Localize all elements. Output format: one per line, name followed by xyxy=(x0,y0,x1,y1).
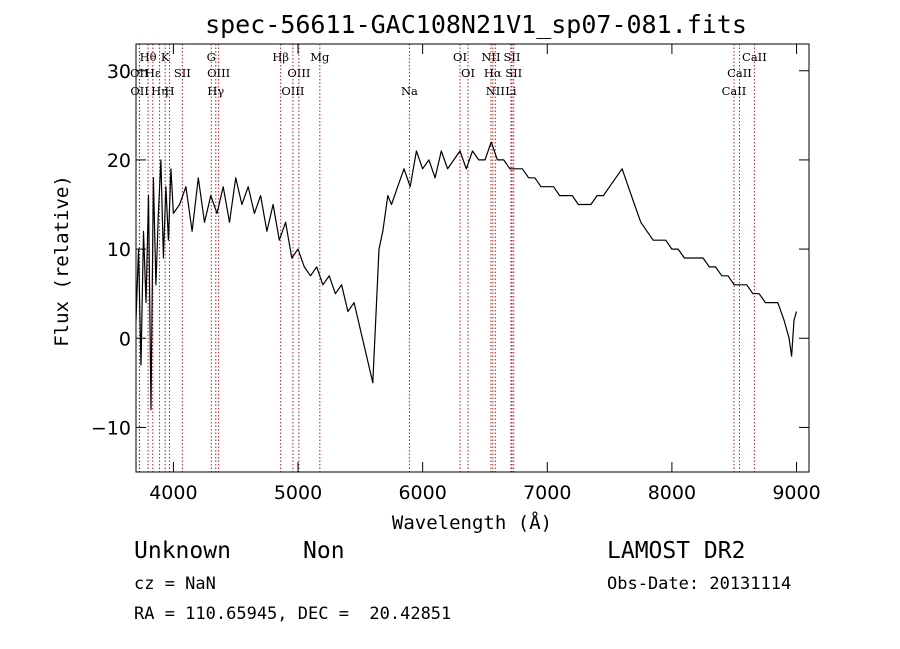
y-tick-label: 10 xyxy=(107,239,131,261)
x-tick-label: 8000 xyxy=(648,482,696,504)
line-label: OII xyxy=(130,84,149,98)
line-label: Na xyxy=(401,84,418,98)
x-tick-label: 9000 xyxy=(772,482,820,504)
spectral-subclass: Non xyxy=(303,538,345,564)
line-label: Mg xyxy=(310,50,330,64)
line-label: OI xyxy=(453,50,467,64)
line-label: Hβ xyxy=(272,50,289,64)
x-tick-label: 5000 xyxy=(274,482,322,504)
survey-name: LAMOST DR2 xyxy=(607,538,746,564)
line-label: Hθ xyxy=(140,50,157,64)
chart-title: spec-56611-GAC108N21V1_sp07-081.fits xyxy=(205,10,747,39)
line-label: NII xyxy=(481,50,500,64)
x-tick-label: 6000 xyxy=(398,482,446,504)
line-label: Li xyxy=(505,84,517,98)
y-axis-label: Flux (relative) xyxy=(51,175,73,347)
spectral-class: Unknown xyxy=(134,538,231,564)
emission-line-labels: HθOIIOIIHεHηKHSIIGOIIIHγHβOIIIOIIIMgNaOI… xyxy=(130,50,767,98)
y-tick-label: −10 xyxy=(91,417,131,439)
line-label: OI xyxy=(461,66,475,80)
x-tick-label: 4000 xyxy=(149,482,197,504)
redshift-value: cz = NaN xyxy=(134,574,216,594)
line-label: H xyxy=(165,84,175,98)
line-label: G xyxy=(207,50,216,64)
observation-date: Obs-Date: 20131114 xyxy=(607,574,792,594)
line-label: OIII xyxy=(207,66,230,80)
line-label: SII xyxy=(504,50,521,64)
line-label: OIII xyxy=(281,84,304,98)
line-label: Hη xyxy=(151,84,168,98)
line-label: OII xyxy=(130,66,149,80)
y-tick-label: 30 xyxy=(107,61,131,83)
line-label: NII xyxy=(486,84,505,98)
line-label: SII xyxy=(174,66,191,80)
spectrum-series xyxy=(135,141,798,411)
line-label: CaII xyxy=(742,50,767,64)
x-tick-label: 7000 xyxy=(523,482,571,504)
axis-ticks: 4000 5000 6000 7000 8000 9000 −10 0 10 20 30 xyxy=(91,44,821,504)
line-label: Hγ xyxy=(207,84,224,98)
line-label: Hα xyxy=(484,66,502,80)
line-label: K xyxy=(161,50,170,64)
x-axis-label: Wavelength (Å) xyxy=(392,511,552,534)
y-tick-label: 0 xyxy=(119,328,131,350)
line-label: Hε xyxy=(145,66,161,80)
line-label: CaII xyxy=(722,84,747,98)
plot-frame xyxy=(135,43,810,473)
emission-line-markers xyxy=(138,44,755,472)
coordinates: RA = 110.65945, DEC = 20.42851 xyxy=(134,604,452,624)
line-label: CaII xyxy=(727,66,752,80)
line-label: SII xyxy=(505,66,522,80)
y-tick-label: 20 xyxy=(107,150,131,172)
spectrum-line xyxy=(135,141,798,411)
line-label: OIII xyxy=(287,66,310,80)
